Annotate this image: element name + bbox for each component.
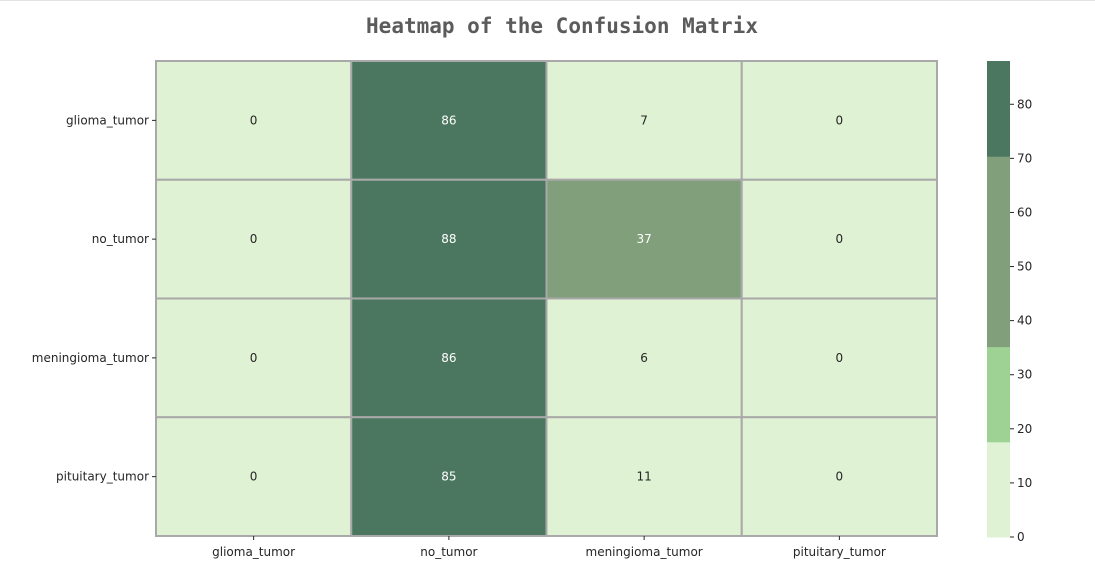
heatmap-cell [155, 416, 353, 537]
y-tick-label: meningioma_tumor [32, 351, 149, 365]
heatmap-cell [155, 60, 353, 181]
cell-value-label: 0 [836, 351, 844, 365]
heatmap-cell [740, 297, 938, 419]
colorbar-segment [987, 61, 1010, 157]
cell-value-label: 37 [636, 232, 651, 246]
x-tick-label: meningioma_tumor [586, 545, 703, 559]
cell-value-label: 0 [250, 470, 258, 484]
top-rule [0, 0, 1095, 1]
colorbar-segment [987, 251, 1010, 348]
colorbar-tick-label: 80 [1017, 97, 1032, 111]
colorbar-tick-label: 10 [1017, 476, 1032, 490]
x-tick-label: no_tumor [420, 545, 477, 559]
y-tick-label: glioma_tumor [66, 113, 149, 127]
heatmap-cell [155, 178, 353, 300]
cell-value-label: 7 [640, 113, 648, 127]
heatmap-cell [350, 178, 548, 300]
cell-value-label: 0 [836, 113, 844, 127]
x-tick-label: pituitary_tumor [793, 545, 886, 559]
colorbar-tick-label: 0 [1017, 530, 1025, 544]
x-tick-label: glioma_tumor [212, 545, 295, 559]
heatmap-cell [545, 60, 743, 181]
cell-value-label: 0 [250, 113, 258, 127]
cell-value-label: 0 [250, 232, 258, 246]
y-tick-label: pituitary_tumor [56, 470, 149, 484]
cell-value-label: 86 [441, 351, 456, 365]
colorbar-segment [987, 346, 1010, 443]
colorbar-tick-label: 20 [1017, 422, 1032, 436]
colorbar-segment [987, 441, 1010, 538]
cell-value-label: 0 [836, 470, 844, 484]
cell-value-label: 11 [636, 470, 651, 484]
colorbar-tick-label: 70 [1017, 151, 1032, 165]
y-tick-label: no_tumor [92, 232, 149, 246]
colorbar-tick-label: 30 [1017, 368, 1032, 382]
cell-value-label: 86 [441, 113, 456, 127]
colorbar-tick-label: 40 [1017, 314, 1032, 328]
cell-value-label: 0 [836, 232, 844, 246]
heatmap-cell [155, 297, 353, 419]
cell-value-label: 6 [640, 351, 648, 365]
heatmap-cell [545, 297, 743, 419]
colorbar-tick-label: 60 [1017, 205, 1032, 219]
colorbar-segment [987, 156, 1010, 252]
cell-value-label: 0 [250, 351, 258, 365]
heatmap-cell [350, 416, 548, 537]
heatmap-cell [740, 60, 938, 181]
chart-title: Heatmap of the Confusion Matrix [366, 14, 758, 38]
colorbar-tick-label: 50 [1017, 260, 1032, 274]
cell-value-label: 85 [441, 470, 456, 484]
cell-value-label: 88 [441, 232, 456, 246]
